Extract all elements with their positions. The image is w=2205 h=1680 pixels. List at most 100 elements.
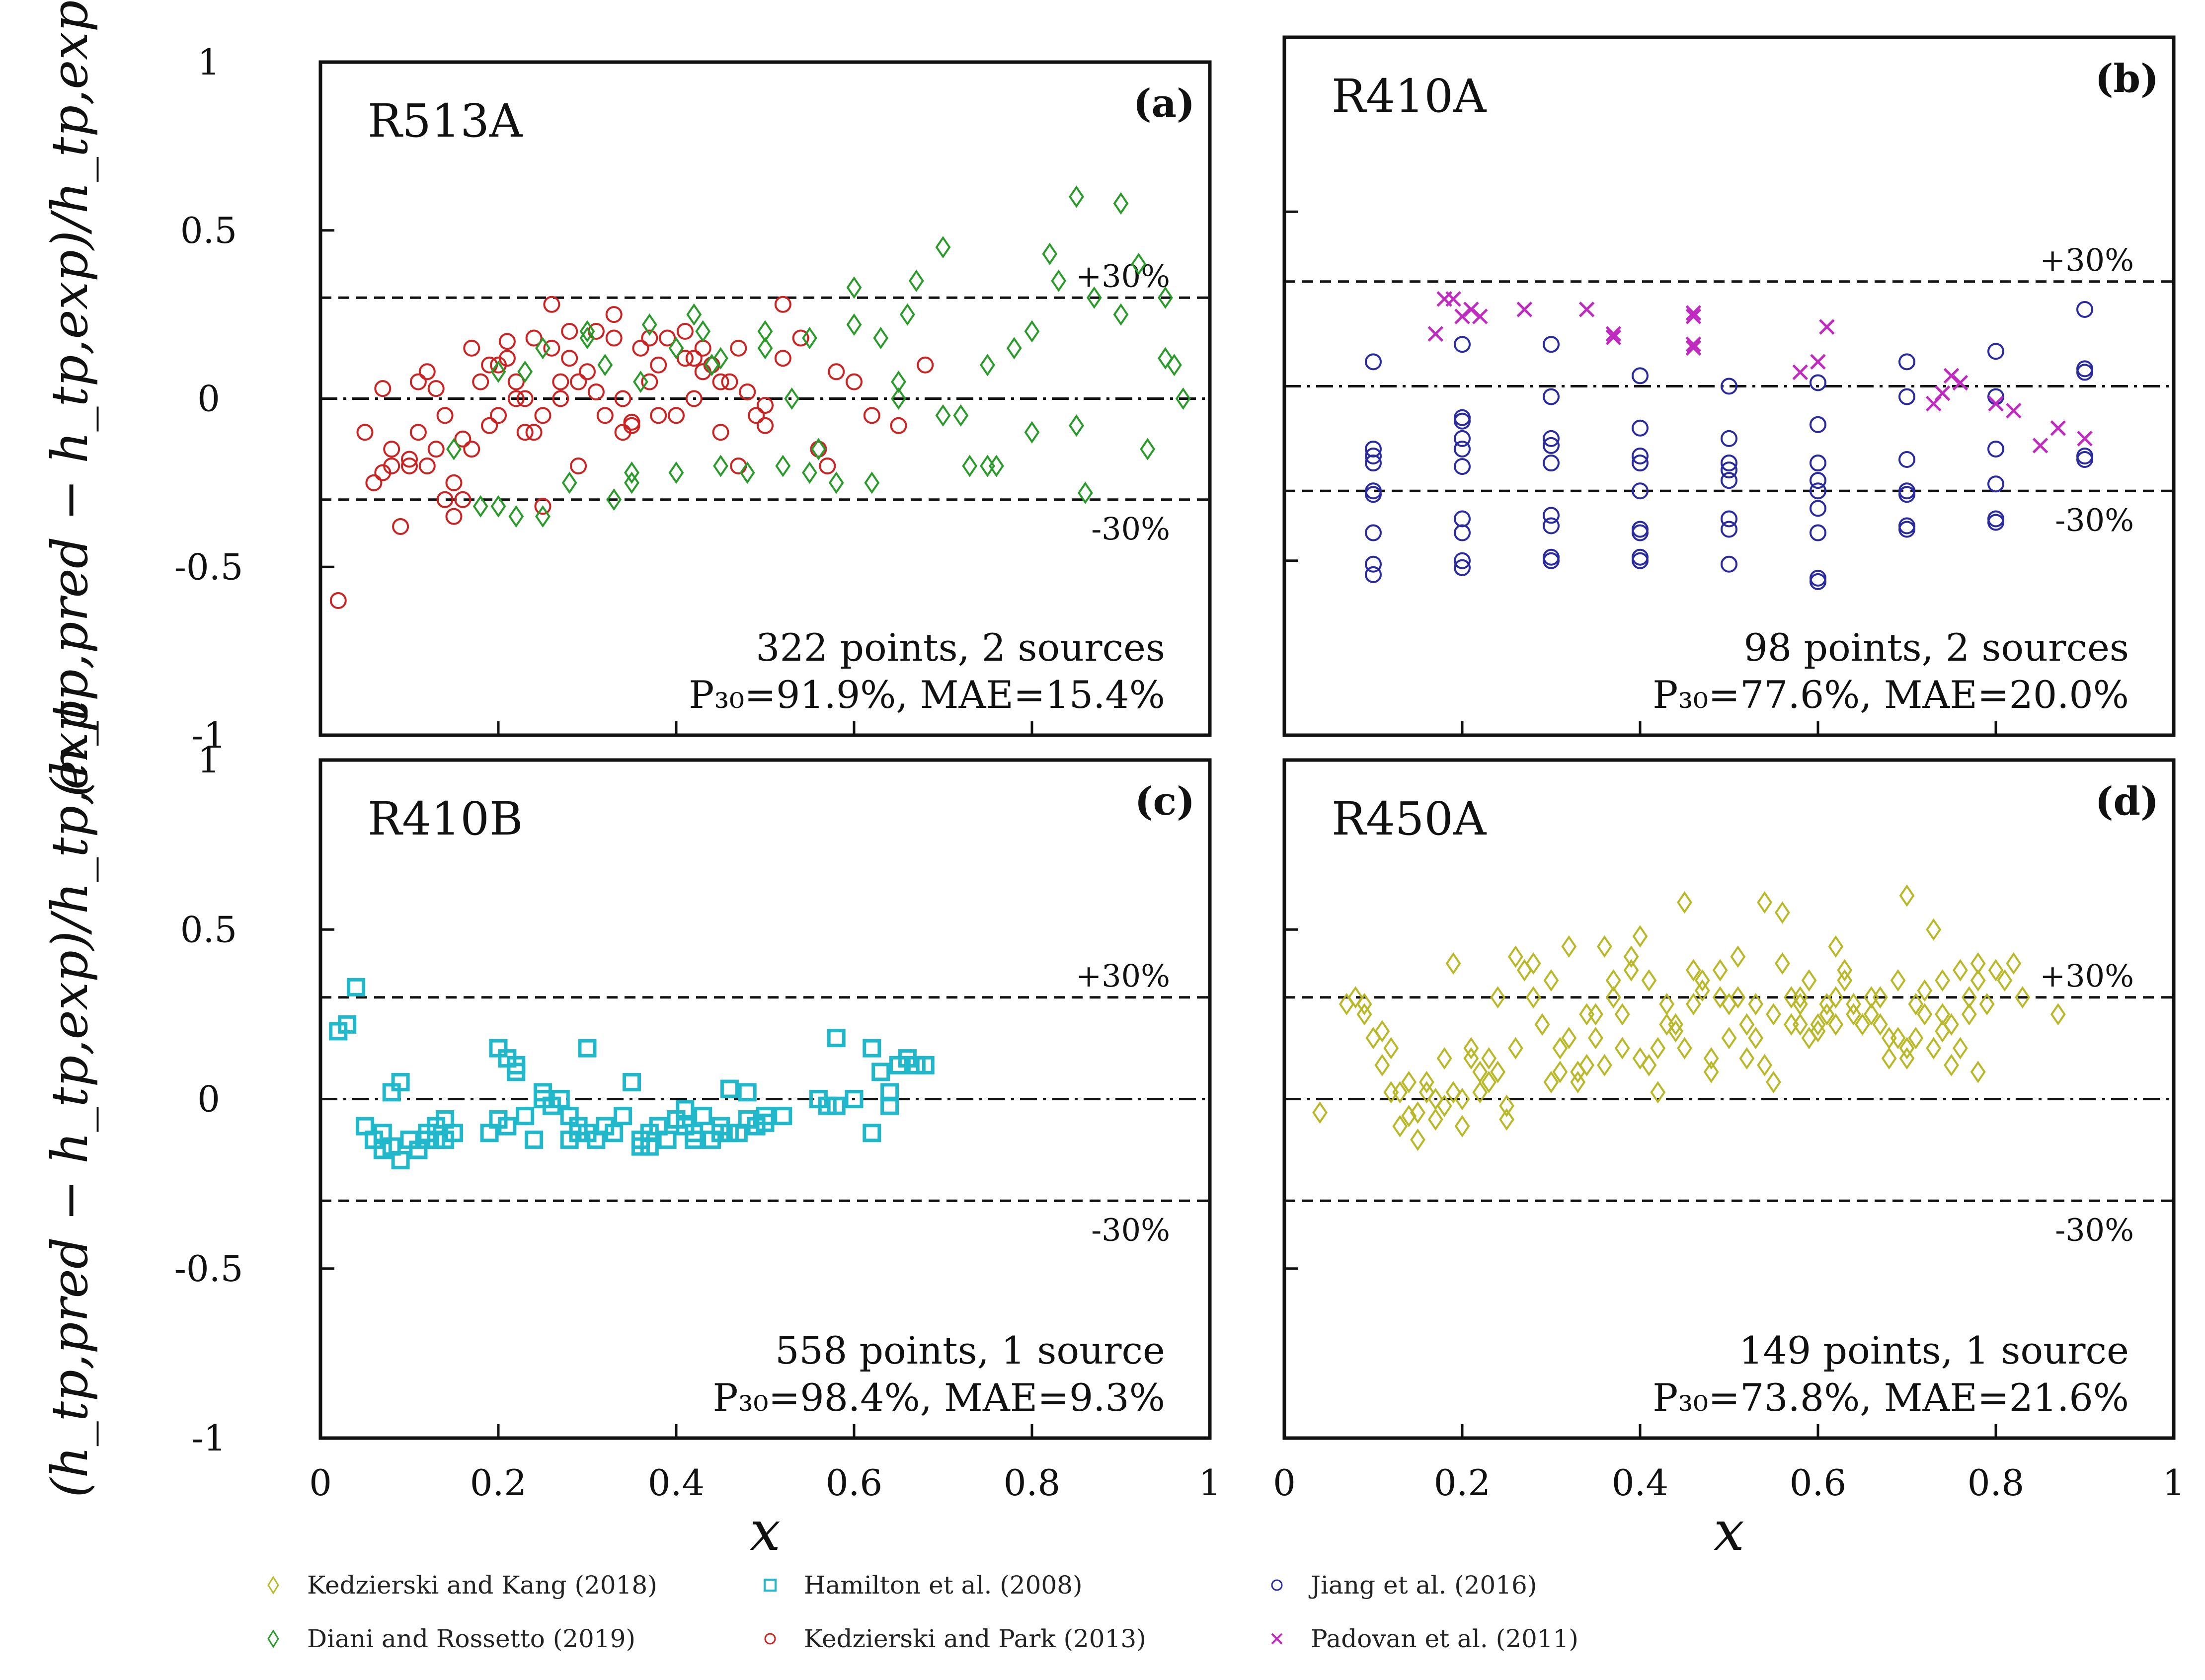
data-point (784, 387, 800, 410)
data-point (774, 1107, 792, 1126)
data-point (490, 495, 506, 518)
data-point (490, 360, 506, 383)
data-point (1356, 1003, 1372, 1026)
data-point (374, 380, 392, 397)
x-tick-label: 0.4 (1612, 1462, 1669, 1504)
data-point (552, 390, 569, 407)
data-point (1944, 1013, 1959, 1036)
data-point (1766, 1070, 1781, 1093)
data-point (1543, 507, 1560, 524)
data-point (713, 455, 728, 477)
data-point (1935, 969, 1951, 992)
data-point (1543, 336, 1560, 353)
data-point (1721, 1027, 1737, 1050)
data-point (1312, 1101, 1328, 1124)
data-point (659, 329, 676, 347)
data-point (516, 1107, 535, 1126)
data-point (597, 354, 613, 377)
data-point (2077, 431, 2093, 447)
data-point (1819, 1003, 1835, 1026)
data-point (445, 508, 463, 525)
data-point (1113, 192, 1129, 215)
panel-title: R410B (368, 792, 523, 845)
legend-label: Diani and Rossetto (2019) (307, 1624, 635, 1653)
series (1427, 291, 2093, 454)
data-point (1810, 482, 1826, 500)
data-point (1828, 986, 1844, 1009)
data-point (1917, 1003, 1933, 1026)
data-point (1623, 945, 1639, 968)
data-point (1401, 1105, 1417, 1128)
data-point (1810, 374, 1826, 391)
data-point (1632, 482, 1649, 500)
data-point (1899, 1047, 1915, 1070)
data-point (570, 373, 587, 390)
data-point (1899, 1037, 1915, 1060)
data-point (704, 354, 720, 377)
data-point (676, 350, 694, 367)
data-point (1605, 969, 1621, 992)
data-point (614, 1107, 632, 1126)
data-point (1810, 500, 1826, 517)
data-point (863, 1124, 881, 1143)
data-point (1543, 388, 1560, 405)
data-point (1042, 242, 1058, 265)
data-point (445, 474, 463, 491)
data-point (1703, 1061, 1719, 1083)
panel-title: R410A (1332, 70, 1487, 123)
data-point (1810, 472, 1826, 489)
legend-label: Hamilton et al. (2008) (804, 1571, 1083, 1600)
legend-label: Padovan et al. (2011) (1311, 1624, 1578, 1653)
chart-panel-c: +30% -30% R410B (c) 558 points, 1 sourceP₃₀=… (41, 700, 1221, 1560)
data-point (1721, 455, 1737, 472)
data-point (1454, 1115, 1470, 1138)
data-point (1086, 286, 1102, 309)
data-point (1454, 412, 1471, 430)
data-point (1507, 1037, 1523, 1060)
y-tick-label: 0 (197, 1078, 220, 1120)
data-point (454, 430, 472, 448)
data-point (1828, 935, 1844, 958)
data-point (463, 339, 480, 357)
data-point (650, 407, 667, 424)
data-point (953, 404, 969, 427)
data-point (2076, 364, 2093, 381)
data-point (1623, 959, 1639, 982)
data-point (1863, 1003, 1879, 1026)
legend-item: Kedzierski and Kang (2018) (263, 1571, 657, 1600)
data-point (498, 1117, 517, 1136)
data-point (1131, 252, 1147, 276)
data-point (1365, 455, 1382, 472)
data-point (614, 424, 631, 441)
data-point (570, 458, 587, 474)
data-point (1006, 337, 1022, 360)
data-point (1766, 1003, 1781, 1026)
data-point (596, 407, 614, 424)
data-point (686, 303, 702, 326)
chart-panel-d: +30% -30% R450A (d) 149 points, 1 sourceP₃₀=… (1273, 758, 2185, 1560)
y-tick-label: 1 (197, 739, 220, 781)
data-point (507, 373, 525, 390)
data-point (641, 329, 658, 347)
data-point (739, 461, 755, 484)
data-point (409, 424, 427, 441)
data-point (1472, 1081, 1488, 1104)
data-point (899, 303, 915, 326)
data-point (1810, 1013, 1826, 1036)
data-point (1077, 481, 1093, 504)
data-point (1175, 387, 1191, 410)
data-point (472, 373, 489, 390)
data-point (535, 505, 551, 528)
data-point (676, 1100, 695, 1119)
data-point (1987, 514, 2004, 531)
data-point (1410, 1101, 1425, 1124)
data-point (890, 417, 907, 434)
data-point (668, 337, 684, 360)
data-point (1685, 308, 1702, 324)
data-point (1410, 1128, 1425, 1151)
data-point (1579, 1003, 1595, 1026)
data-point (1890, 969, 1906, 992)
data-point (382, 1137, 401, 1156)
data-point (498, 333, 516, 350)
data-point (624, 461, 639, 484)
